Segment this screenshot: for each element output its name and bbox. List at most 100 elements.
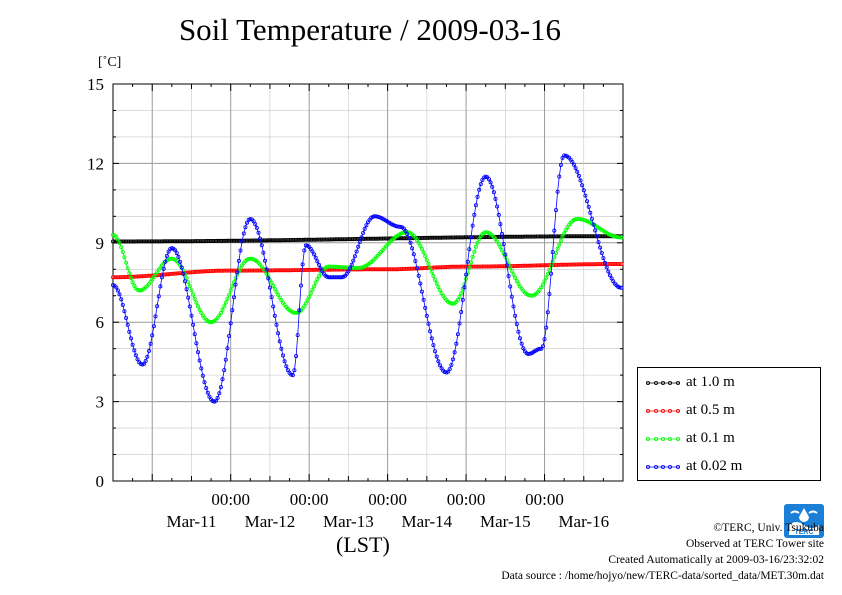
data-point bbox=[589, 216, 594, 221]
data-point bbox=[576, 173, 581, 178]
x-date-label: Mar-15 bbox=[480, 512, 531, 531]
legend-item-0.02m: at 0.02 m bbox=[638, 458, 820, 478]
data-point bbox=[150, 333, 155, 338]
data-point bbox=[313, 280, 318, 285]
legend-swatch bbox=[646, 465, 681, 470]
data-point bbox=[414, 266, 419, 271]
data-point bbox=[475, 240, 480, 245]
data-point bbox=[272, 313, 277, 318]
legend-swatch-marker bbox=[660, 465, 665, 470]
data-point bbox=[184, 287, 189, 292]
data-point bbox=[423, 305, 428, 310]
data-point bbox=[416, 273, 421, 278]
legend-label: at 1.0 m bbox=[686, 374, 735, 390]
data-point bbox=[276, 292, 281, 297]
legend-swatch-marker bbox=[676, 465, 681, 470]
data-point bbox=[230, 284, 235, 289]
data-point bbox=[406, 236, 411, 241]
data-point bbox=[195, 350, 200, 355]
data-point bbox=[276, 331, 281, 336]
data-point bbox=[560, 234, 565, 239]
data-point bbox=[588, 210, 593, 215]
data-point bbox=[419, 289, 424, 294]
data-point bbox=[617, 261, 622, 266]
data-point bbox=[498, 245, 503, 250]
data-point bbox=[292, 368, 297, 373]
data-point bbox=[509, 294, 514, 299]
data-point bbox=[455, 332, 460, 337]
data-point bbox=[349, 262, 354, 267]
data-point bbox=[557, 174, 562, 179]
data-point bbox=[450, 357, 455, 362]
data-point bbox=[604, 265, 609, 270]
data-point bbox=[572, 162, 577, 167]
data-point bbox=[127, 271, 132, 276]
data-point bbox=[155, 304, 160, 309]
data-point bbox=[302, 304, 307, 309]
x-date-label: Mar-11 bbox=[166, 512, 216, 531]
data-point bbox=[424, 313, 429, 318]
data-point bbox=[603, 260, 608, 265]
data-point bbox=[361, 230, 366, 235]
data-point bbox=[189, 313, 194, 318]
data-point bbox=[308, 291, 313, 296]
data-point bbox=[403, 228, 408, 233]
data-point bbox=[227, 292, 232, 297]
data-point bbox=[449, 362, 454, 367]
data-point bbox=[459, 309, 464, 314]
data-point bbox=[472, 249, 477, 254]
data-point bbox=[599, 250, 604, 255]
data-point bbox=[488, 180, 493, 185]
data-point bbox=[115, 237, 120, 242]
data-point bbox=[262, 258, 267, 263]
data-point bbox=[606, 269, 611, 274]
terc-logo: TERC bbox=[784, 504, 824, 538]
data-point bbox=[120, 302, 125, 307]
data-point bbox=[542, 337, 547, 342]
legend-swatch-marker bbox=[676, 381, 681, 386]
data-point bbox=[261, 250, 266, 255]
data-point bbox=[158, 284, 163, 289]
data-point bbox=[516, 329, 521, 334]
data-point bbox=[117, 240, 122, 245]
data-point bbox=[495, 239, 500, 244]
data-point bbox=[153, 314, 158, 319]
created-at-text: Created Automatically at 2009-03-16/23:3… bbox=[608, 554, 824, 566]
data-point bbox=[184, 276, 189, 281]
legend-swatch-marker bbox=[667, 437, 672, 442]
data-point bbox=[222, 304, 227, 309]
data-point bbox=[594, 234, 599, 239]
data-point bbox=[114, 285, 119, 290]
data-point bbox=[581, 188, 586, 193]
data-point bbox=[499, 231, 504, 236]
data-point bbox=[312, 284, 317, 289]
data-point bbox=[228, 321, 233, 326]
data-point bbox=[362, 226, 367, 231]
data-point bbox=[303, 301, 308, 306]
data-point bbox=[347, 266, 352, 271]
data-point bbox=[426, 261, 431, 266]
data-point bbox=[122, 309, 127, 314]
data-source-text: Data source : /home/hojyo/new/TERC-data/… bbox=[501, 570, 824, 582]
data-point bbox=[145, 354, 150, 359]
data-point bbox=[540, 282, 545, 287]
data-point bbox=[573, 166, 578, 171]
data-point bbox=[218, 385, 223, 390]
data-point bbox=[225, 296, 230, 301]
data-point bbox=[418, 281, 423, 286]
data-point bbox=[295, 333, 300, 338]
data-point bbox=[119, 245, 124, 250]
x-time-label: 00:00 bbox=[290, 490, 329, 509]
chart-title: Soil Temperature / 2009-03-16 bbox=[178, 12, 562, 47]
data-point bbox=[277, 339, 282, 344]
data-point bbox=[496, 212, 501, 217]
data-point bbox=[294, 354, 299, 359]
data-point bbox=[254, 225, 259, 230]
legend-label: at 0.1 m bbox=[686, 430, 735, 446]
data-point bbox=[161, 266, 166, 271]
data-point bbox=[352, 254, 357, 259]
data-point bbox=[192, 332, 197, 337]
legend-swatch-marker bbox=[667, 381, 672, 386]
legend-swatch-marker bbox=[667, 465, 672, 470]
